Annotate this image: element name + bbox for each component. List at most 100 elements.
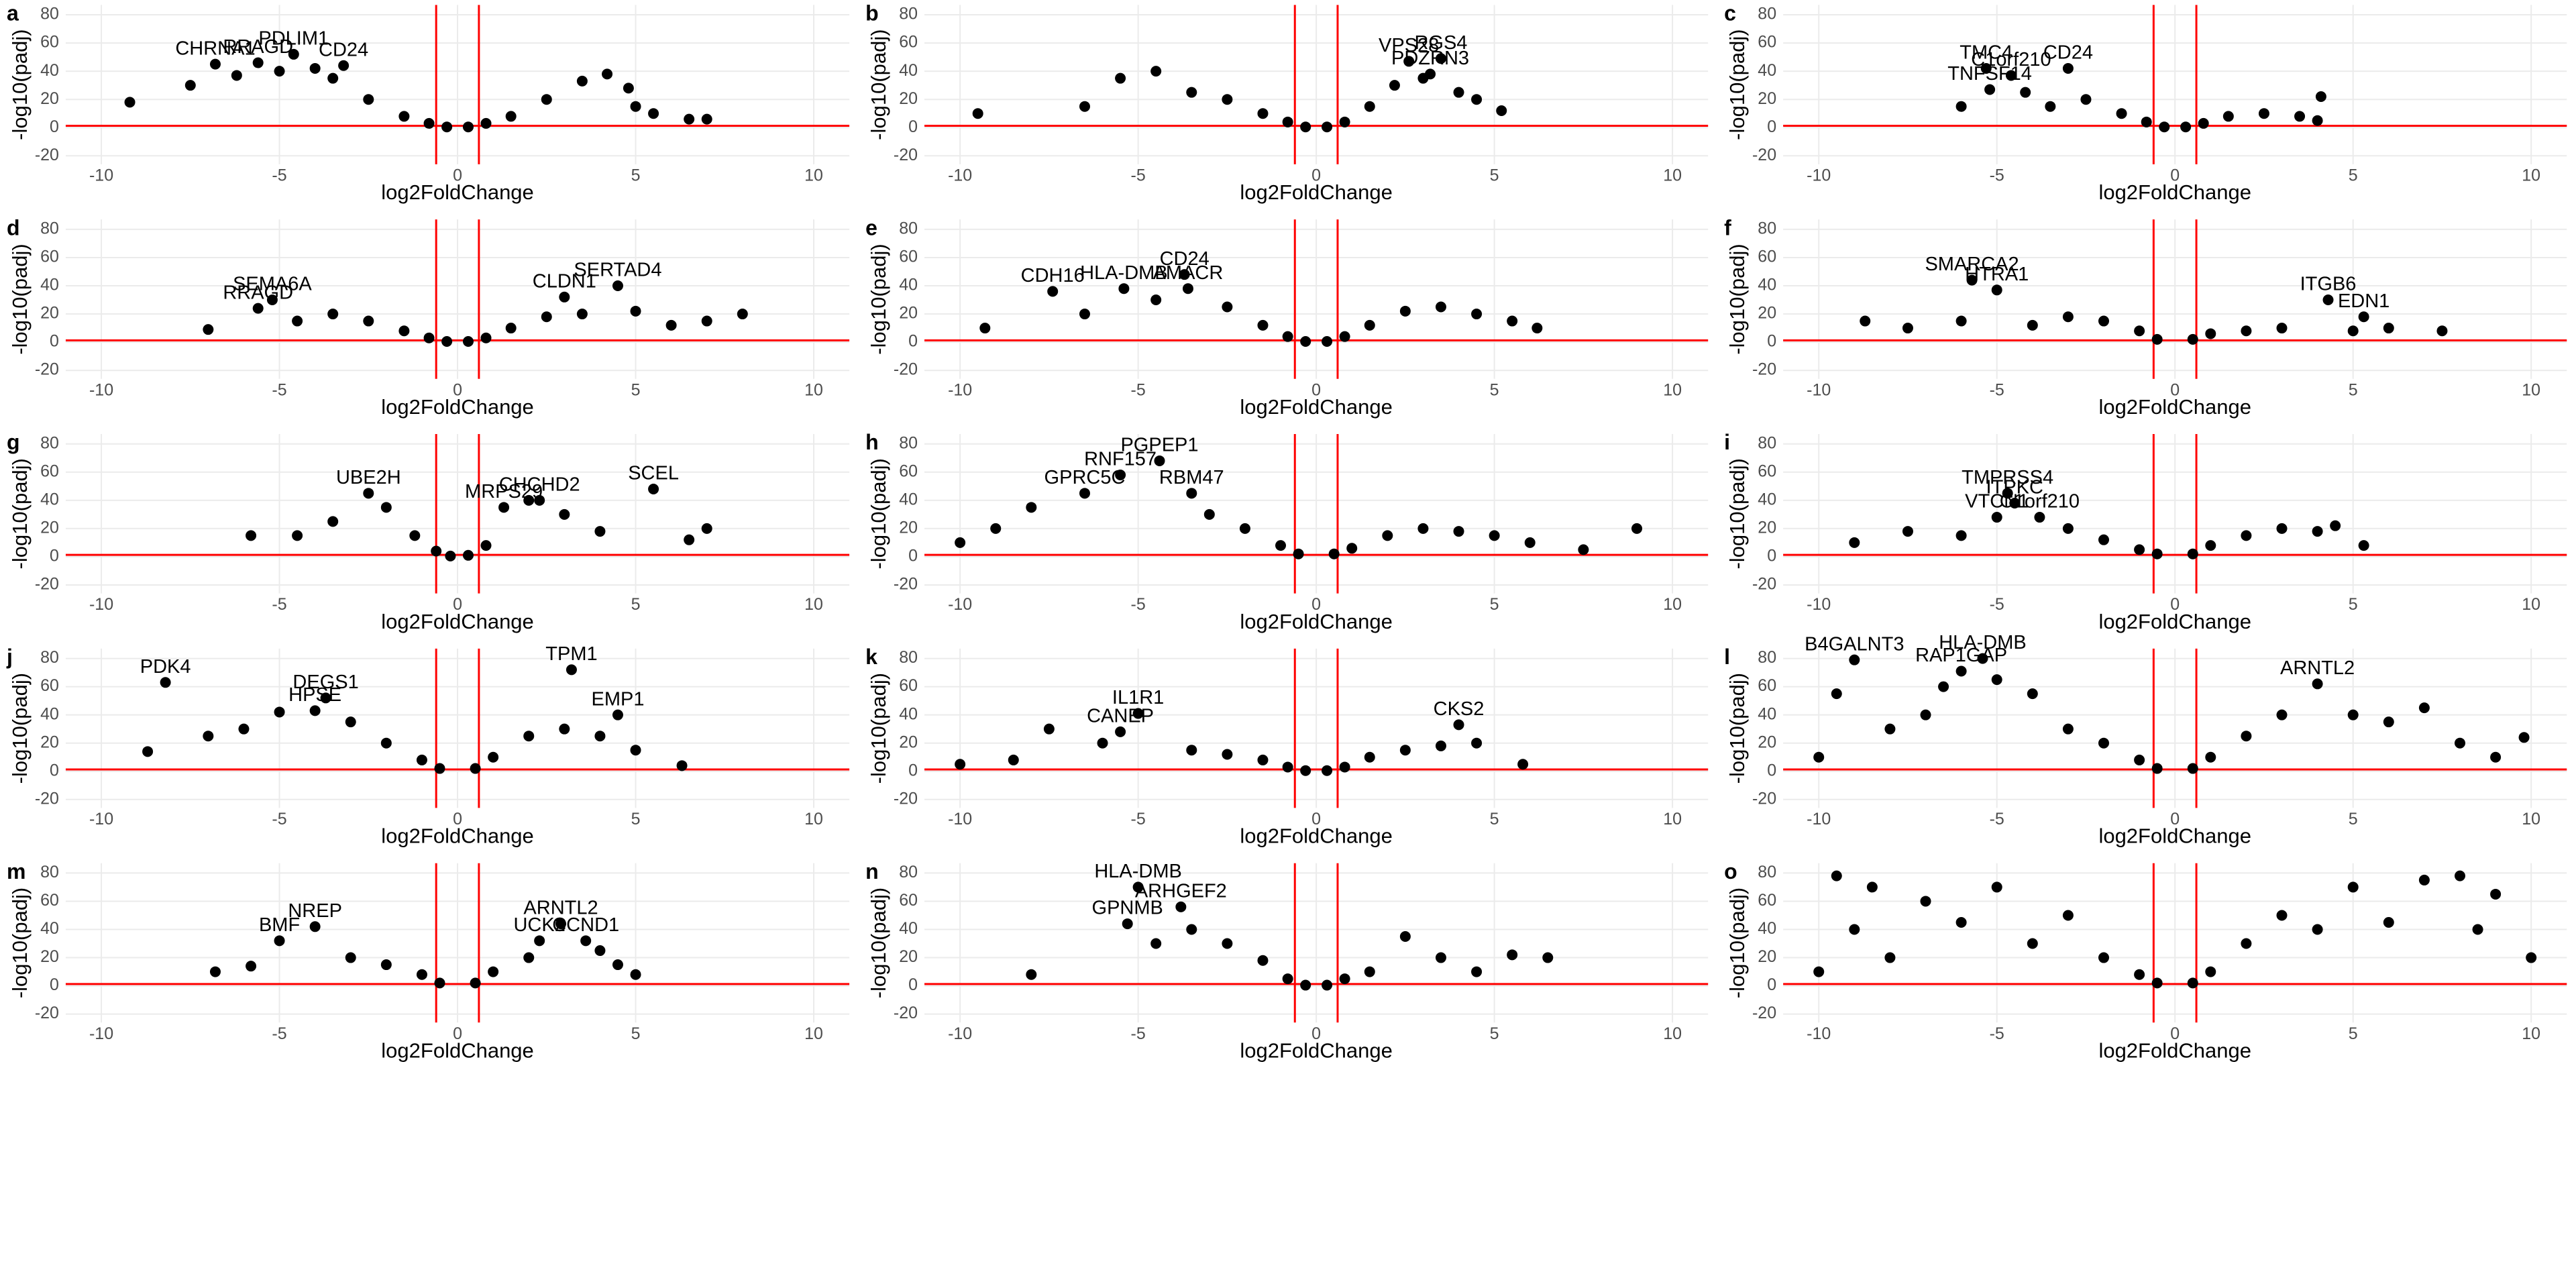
gene-label: GPNMB bbox=[1092, 898, 1163, 919]
point bbox=[2205, 966, 2216, 977]
gene-label: SERTAD4 bbox=[574, 260, 661, 281]
x-axis-title: log2FoldChange bbox=[1240, 610, 1393, 633]
point bbox=[2151, 763, 2163, 774]
panel-label: c bbox=[1724, 1, 1736, 25]
point bbox=[534, 935, 545, 947]
x-axis-title: log2FoldChange bbox=[381, 610, 534, 633]
point bbox=[1115, 726, 1126, 737]
x-tick-label: 0 bbox=[2170, 380, 2180, 399]
point bbox=[559, 723, 570, 735]
point bbox=[1175, 901, 1187, 912]
y-tick-label: 0 bbox=[908, 761, 918, 780]
point bbox=[462, 121, 474, 133]
panel-label: e bbox=[865, 215, 877, 239]
y-tick-label: -20 bbox=[35, 360, 59, 379]
point bbox=[1186, 745, 1197, 756]
point bbox=[972, 108, 983, 119]
y-tick-label: 80 bbox=[899, 5, 918, 23]
y-tick-label: -20 bbox=[1752, 146, 1776, 164]
point bbox=[1300, 979, 1311, 991]
point bbox=[1955, 916, 1967, 928]
gene-label: PDLIM1 bbox=[258, 28, 329, 50]
point bbox=[1399, 931, 1411, 943]
point bbox=[2045, 101, 2056, 112]
point bbox=[480, 332, 492, 343]
point bbox=[1955, 665, 1967, 677]
x-tick-label: 0 bbox=[453, 166, 462, 185]
point bbox=[2436, 325, 2448, 337]
y-tick-label: 40 bbox=[899, 61, 918, 80]
y-tick-label: -20 bbox=[894, 789, 918, 808]
point bbox=[1884, 723, 1896, 735]
point bbox=[1222, 749, 1233, 760]
x-axis-title: log2FoldChange bbox=[1240, 395, 1393, 419]
point bbox=[345, 716, 356, 728]
point bbox=[2187, 333, 2198, 345]
point bbox=[380, 737, 392, 749]
point bbox=[1517, 759, 1529, 770]
x-tick-label: -10 bbox=[1807, 810, 1831, 828]
panel-label: f bbox=[1724, 215, 1731, 239]
point bbox=[2383, 916, 2394, 928]
point bbox=[955, 759, 966, 770]
gene-label: DEGS1 bbox=[292, 672, 358, 693]
x-tick-label: 5 bbox=[2349, 380, 2358, 399]
point bbox=[555, 918, 567, 930]
x-tick-label: 5 bbox=[1490, 380, 1499, 399]
x-axis-title: log2FoldChange bbox=[2098, 395, 2251, 419]
y-tick-label: 40 bbox=[899, 704, 918, 723]
y-tick-label: -20 bbox=[1752, 360, 1776, 379]
gene-label: VPS28 bbox=[1379, 35, 1439, 56]
point bbox=[1984, 84, 1996, 95]
point bbox=[252, 303, 264, 314]
point bbox=[1435, 952, 1446, 963]
y-tick-label: 20 bbox=[1758, 518, 1776, 537]
point bbox=[274, 706, 285, 718]
point bbox=[602, 68, 613, 80]
point bbox=[1257, 319, 1269, 331]
x-tick-label: -5 bbox=[272, 810, 286, 828]
x-tick-label: 5 bbox=[1490, 595, 1499, 614]
y-tick-label: -20 bbox=[35, 1004, 59, 1022]
point bbox=[246, 530, 257, 541]
point bbox=[2005, 70, 2017, 81]
point bbox=[1860, 315, 1871, 327]
gene-label: EDN1 bbox=[2338, 290, 2390, 312]
point bbox=[2151, 977, 2163, 989]
point bbox=[2180, 121, 2192, 133]
point bbox=[380, 502, 392, 513]
y-tick-label: 0 bbox=[1767, 547, 1776, 566]
point bbox=[1902, 323, 1913, 334]
point bbox=[2330, 520, 2341, 531]
y-tick-label: 40 bbox=[40, 919, 59, 938]
point bbox=[2347, 881, 2359, 893]
gene-label: VTCN1 bbox=[1965, 491, 2029, 513]
point bbox=[505, 323, 517, 334]
point bbox=[1115, 72, 1126, 84]
x-tick-label: -10 bbox=[1807, 1024, 1831, 1043]
gene-label: CCND1 bbox=[552, 914, 619, 936]
point bbox=[955, 537, 966, 548]
point bbox=[1339, 973, 1350, 985]
point bbox=[288, 48, 299, 60]
point bbox=[1364, 319, 1375, 331]
point bbox=[1507, 949, 1518, 961]
point bbox=[1364, 101, 1375, 112]
panel-label: m bbox=[7, 859, 25, 883]
x-tick-label: 0 bbox=[1311, 810, 1321, 828]
point bbox=[470, 977, 481, 989]
y-tick-label: 20 bbox=[899, 304, 918, 323]
point bbox=[1955, 101, 1967, 112]
point bbox=[2134, 544, 2145, 555]
point bbox=[1222, 301, 1233, 313]
point bbox=[1132, 881, 1144, 893]
point bbox=[1079, 309, 1090, 320]
point bbox=[1282, 761, 1293, 773]
point bbox=[1150, 938, 1162, 949]
y-tick-label: 0 bbox=[1767, 761, 1776, 780]
point bbox=[1300, 765, 1311, 776]
point bbox=[1489, 530, 1500, 541]
point bbox=[1980, 62, 1992, 74]
y-tick-label: 20 bbox=[40, 947, 59, 966]
point bbox=[1542, 952, 1554, 963]
